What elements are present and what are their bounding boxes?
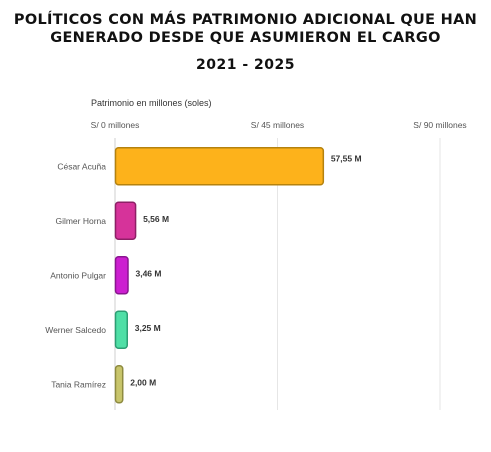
x-axis-ticks: S/ 0 millones S/ 45 millones S/ 90 millone… (91, 120, 467, 130)
value-labels: 57,55 M 5,56 M 3,46 M 3,25 M 2,00 M (130, 153, 361, 387)
chart-title-line-1: POLÍTICOS CON MÁS PATRIMONIO ADICIONAL Q… (13, 12, 478, 28)
category-label: Antonio Pulgar (50, 270, 106, 280)
x-tick-label: S/ 0 millones (91, 120, 140, 130)
x-tick-label: S/ 45 millones (251, 120, 304, 130)
category-labels: César Acuña Gilmer Horna Antonio Pulgar Wer… (45, 161, 106, 389)
bar (114, 201, 137, 240)
data-label: 3,25 M (135, 323, 161, 333)
data-label: 5,56 M (143, 214, 169, 224)
x-tick-label: S/ 90 millones (413, 120, 466, 130)
data-label: 57,55 M (331, 153, 362, 163)
bars (114, 147, 325, 404)
category-label: Werner Salcedo (45, 325, 106, 335)
chart-title-line-2: GENERADO DESDE QUE ASUMIERON EL CARGO (50, 30, 441, 46)
category-label: César Acuña (57, 161, 106, 171)
bar (114, 310, 128, 349)
bar (114, 365, 124, 404)
category-label: Gilmer Horna (55, 216, 106, 226)
axis-title: Patrimonio en millones (soles) (91, 98, 212, 108)
bar (114, 256, 129, 295)
data-label: 3,46 M (135, 268, 161, 278)
chart-subtitle: 2021 - 2025 (196, 57, 295, 73)
bar (114, 147, 325, 186)
data-label: 2,00 M (130, 377, 156, 387)
category-label: Tania Ramírez (51, 379, 106, 389)
